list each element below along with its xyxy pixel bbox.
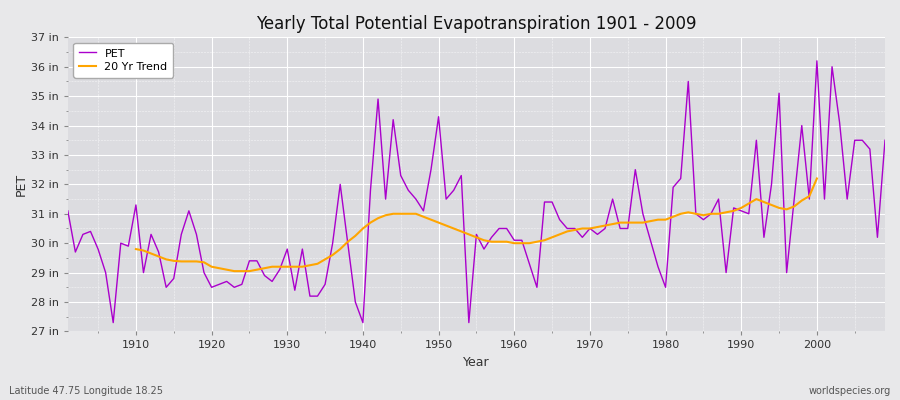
20 Yr Trend (804, 194, 814, 198)
Line: PET: PET (68, 61, 885, 322)
X-axis label: Year: Year (464, 356, 490, 369)
Legend: PET, 20 Yr Trend: PET, 20 Yr Trend (74, 43, 173, 78)
20 Yr Trend (297, 264, 308, 269)
Y-axis label: PET: PET (15, 173, 28, 196)
Text: Latitude 47.75 Longitude 18.25: Latitude 47.75 Longitude 18.25 (9, 386, 163, 396)
PET (608, 197, 618, 202)
PET (108, 320, 119, 325)
PET (62, 208, 73, 213)
Text: worldspecies.org: worldspecies.org (809, 386, 891, 396)
PET (130, 202, 141, 207)
PET (812, 58, 823, 63)
20 Yr Trend (312, 261, 323, 266)
PET (297, 247, 308, 252)
PET (342, 241, 353, 246)
20 Yr Trend (229, 269, 239, 274)
20 Yr Trend (796, 198, 807, 203)
Line: 20 Yr Trend: 20 Yr Trend (136, 178, 817, 271)
20 Yr Trend (213, 266, 224, 270)
PET (517, 238, 527, 243)
PET (508, 238, 519, 243)
20 Yr Trend (713, 211, 724, 216)
20 Yr Trend (130, 247, 141, 252)
Title: Yearly Total Potential Evapotranspiration 1901 - 2009: Yearly Total Potential Evapotranspiratio… (256, 15, 697, 33)
PET (879, 138, 890, 143)
20 Yr Trend (812, 176, 823, 181)
